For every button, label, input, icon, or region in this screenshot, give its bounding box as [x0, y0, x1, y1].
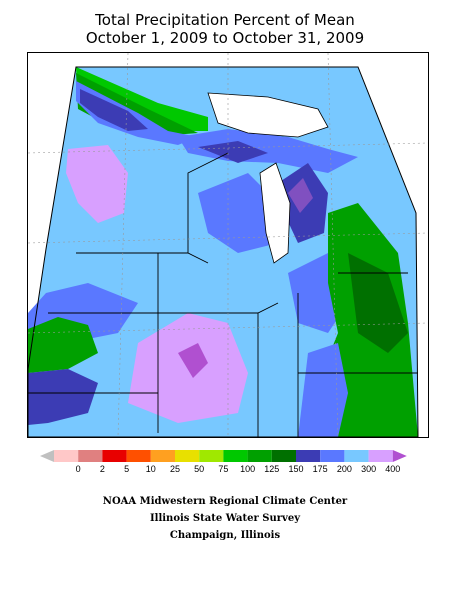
legend-colorbar	[40, 450, 407, 462]
blue-band-north	[76, 81, 198, 145]
map-title-line1: Total Precipitation Percent of Mean	[95, 11, 355, 29]
navy-band-north	[80, 89, 148, 131]
precipitation-map	[27, 52, 429, 438]
magenta-southwest	[178, 343, 208, 378]
legend-swatch	[150, 450, 175, 462]
credit-line3: Champaign, Illinois	[169, 530, 281, 541]
legend-tick-label: 200	[336, 464, 352, 474]
lake-michigan	[259, 162, 291, 264]
legend-arrow-right	[392, 450, 407, 462]
map-graphic	[28, 53, 428, 437]
navy-up-michigan	[198, 141, 268, 163]
legend-swatch	[223, 450, 248, 462]
purple-minnesota	[66, 145, 128, 223]
darkgreen-east	[348, 253, 408, 353]
legend-swatch	[78, 450, 103, 462]
legend-tick-label: 5	[124, 464, 130, 474]
legend-swatch	[368, 450, 393, 462]
state-borders	[28, 152, 418, 437]
legend-swatch	[247, 450, 272, 462]
legend-tick-label: 175	[312, 464, 328, 474]
legend-tick-label: 0	[75, 464, 81, 474]
legend-swatch	[344, 450, 369, 462]
legend-tick-label: 125	[264, 464, 280, 474]
blue-up-michigan	[178, 129, 358, 173]
legend-swatch	[126, 450, 151, 462]
region-boundary	[28, 66, 419, 437]
legend-swatch	[175, 450, 200, 462]
legend-tick-label: 2	[99, 464, 105, 474]
legend-swatch	[102, 450, 127, 462]
legend-tick-label: 75	[218, 464, 229, 474]
lake-superior	[207, 92, 329, 138]
legend-tick-label: 10	[145, 464, 156, 474]
legend-swatch	[54, 450, 79, 462]
legend-tick-label: 300	[361, 464, 377, 474]
credit-line1: NOAA Midwestern Regional Climate Center	[102, 496, 348, 507]
blue-east	[298, 343, 348, 437]
legend-swatch	[199, 450, 224, 462]
navy-west	[28, 369, 98, 425]
credit-line2: Illinois State Water Survey	[149, 513, 301, 524]
map-title-line2: October 1, 2009 to October 31, 2009	[85, 29, 365, 47]
legend-swatch	[296, 450, 321, 462]
legend-tick-label: 150	[288, 464, 304, 474]
legend-tick-label: 100	[240, 464, 256, 474]
legend-arrow-left	[40, 450, 54, 462]
legend-tick-label: 25	[169, 464, 180, 474]
legend-tick-label: 400	[385, 464, 401, 474]
legend-swatch	[320, 450, 345, 462]
blue-wisconsin	[198, 173, 278, 253]
purple-michigan	[288, 178, 313, 213]
graticule	[28, 53, 428, 437]
legend-tick-label: 50	[194, 464, 205, 474]
green-west	[28, 317, 98, 373]
legend-swatch	[271, 450, 296, 462]
